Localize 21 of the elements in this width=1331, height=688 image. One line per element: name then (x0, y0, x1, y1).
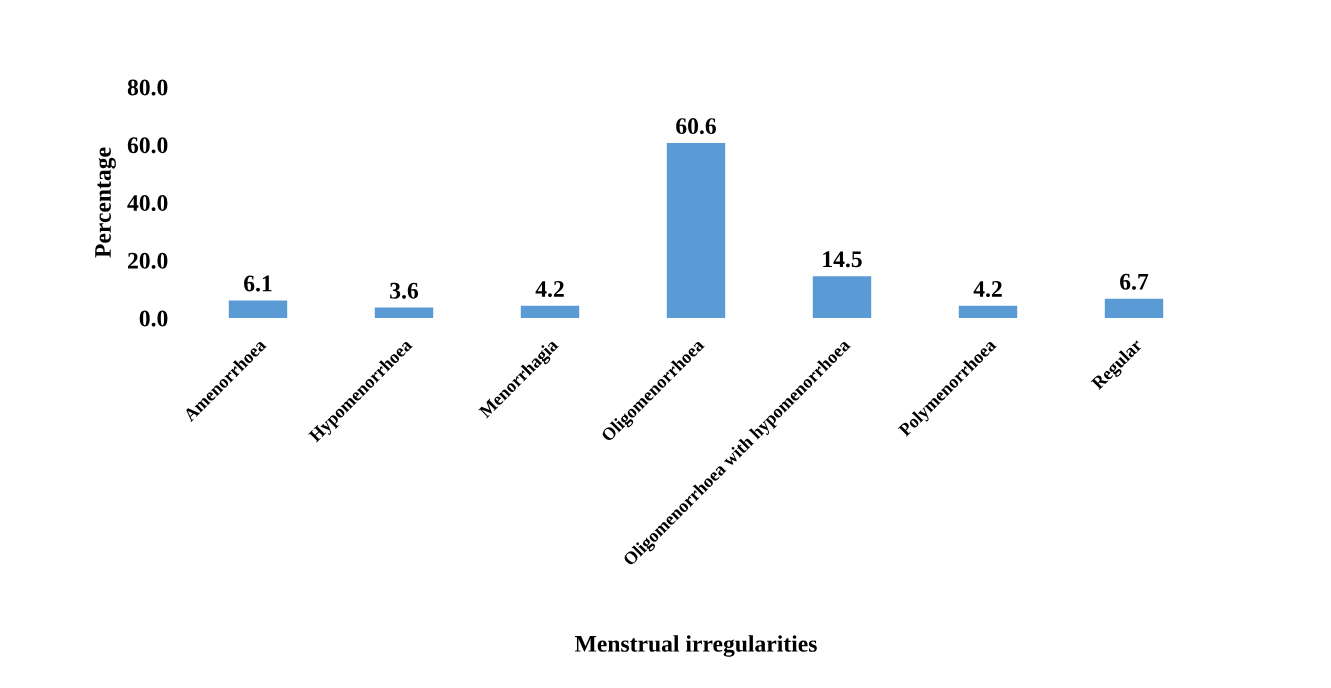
data-label: 3.6 (390, 282, 419, 299)
x-axis-title: Menstrual irregularities (574, 635, 817, 657)
bar (374, 307, 434, 318)
bar (812, 276, 872, 318)
bar (666, 143, 726, 318)
data-label: 4.2 (535, 281, 564, 298)
data-label: 4.2 (973, 281, 1002, 298)
bar (958, 305, 1018, 318)
y-tick-label: 40.0 (127, 194, 168, 212)
data-label: 6.7 (1120, 273, 1149, 290)
data-label: 60.6 (676, 118, 716, 135)
y-tick-label: 60.0 (127, 137, 168, 154)
y-tick-label: 20.0 (128, 252, 168, 269)
data-label: 6.1 (244, 275, 272, 292)
data-label: 14.5 (823, 251, 862, 268)
y-tick-label: 0.0 (139, 310, 168, 327)
y-tick-label: 80.0 (127, 79, 168, 96)
y-axis-title: Percentage (95, 147, 116, 258)
bar (228, 300, 288, 318)
bar (520, 305, 580, 318)
bar (1104, 298, 1164, 318)
